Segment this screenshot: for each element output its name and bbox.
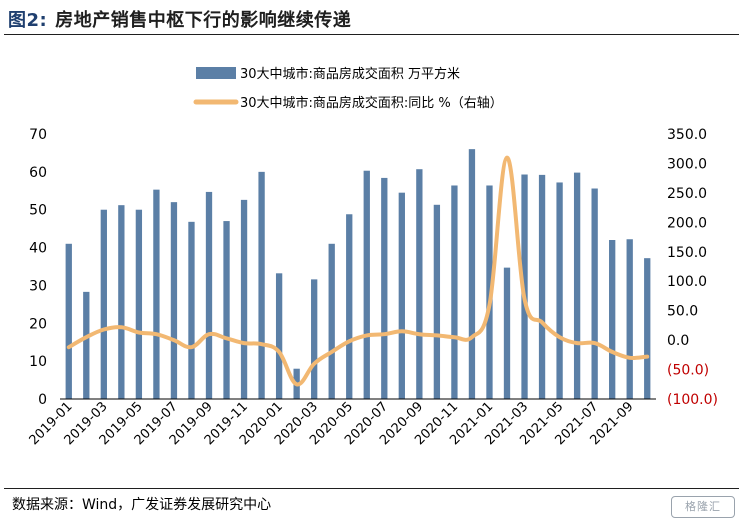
y-right-tick-label: (50.0) bbox=[667, 363, 709, 379]
y-left-tick-label: 20 bbox=[29, 316, 47, 332]
bar bbox=[311, 279, 318, 399]
bar bbox=[398, 192, 405, 399]
y-right-tick-label: 150.0 bbox=[667, 245, 707, 261]
chart: 30大中城市:商品房成交面积 万平方米 30大中城市:商品房成交面积:同比 %（… bbox=[27, 66, 718, 448]
bottom-rule bbox=[4, 488, 739, 489]
bar bbox=[100, 209, 107, 399]
top-rule bbox=[4, 34, 739, 35]
y-right-tick-label: 300.0 bbox=[667, 156, 707, 172]
bar bbox=[153, 189, 160, 399]
bar bbox=[363, 170, 370, 399]
watermark-logo: 格隆汇 bbox=[671, 496, 735, 518]
legend-line-label: 30大中城市:商品房成交面积:同比 %（右轴） bbox=[240, 95, 503, 111]
figure-title: 图2: 房地产销售中枢下行的影响继续传递 bbox=[8, 6, 351, 32]
y-left-tick-label: 60 bbox=[29, 165, 47, 181]
y-left-tick-label: 50 bbox=[29, 203, 47, 219]
legend: 30大中城市:商品房成交面积 万平方米 30大中城市:商品房成交面积:同比 %（… bbox=[193, 66, 503, 111]
bar bbox=[346, 214, 353, 399]
y-left-tick-label: 40 bbox=[29, 241, 47, 257]
bar bbox=[381, 177, 388, 399]
bar bbox=[433, 204, 441, 399]
bar bbox=[65, 243, 72, 399]
y-right-tick-label: 250.0 bbox=[667, 186, 707, 202]
figure-title-text: 房地产销售中枢下行的影响继续传递 bbox=[55, 10, 352, 31]
bar bbox=[170, 202, 178, 399]
bar bbox=[118, 205, 125, 399]
bar bbox=[626, 239, 633, 399]
bar bbox=[188, 221, 195, 399]
figure-number: 图2: bbox=[8, 10, 48, 31]
bar bbox=[275, 273, 283, 399]
y-right-tick-label: 200.0 bbox=[667, 215, 707, 231]
yoy-line bbox=[66, 155, 650, 387]
y-right-axis: (100.0) (50.0) 0.0 50.0 100.0 150.0 200.0 250.0… bbox=[667, 127, 718, 408]
legend-bar-swatch bbox=[196, 67, 236, 79]
bar-series bbox=[65, 149, 651, 399]
source-note: 数据来源：Wind，广发证券发展研究中心 bbox=[12, 497, 272, 513]
bar bbox=[644, 258, 651, 399]
bar bbox=[83, 291, 90, 399]
bar bbox=[468, 149, 476, 399]
y-left-tick-label: 30 bbox=[29, 278, 47, 294]
y-left-tick-label: 10 bbox=[29, 354, 47, 370]
bar bbox=[328, 243, 335, 399]
bar bbox=[205, 191, 213, 399]
bar bbox=[573, 172, 581, 399]
y-right-tick-label: 100.0 bbox=[667, 274, 707, 290]
y-right-tick-label: 0.0 bbox=[667, 333, 689, 349]
bar bbox=[503, 267, 511, 399]
x-axis: 2019-012019-032019-052019-072019-092019-… bbox=[27, 399, 637, 448]
y-right-tick-label: 50.0 bbox=[667, 304, 698, 320]
bar bbox=[609, 240, 616, 399]
bar bbox=[135, 209, 143, 399]
bar bbox=[451, 185, 458, 399]
bar bbox=[223, 221, 230, 399]
y-left-axis: 0 10 20 30 40 50 60 70 bbox=[29, 127, 47, 408]
bar bbox=[258, 171, 265, 399]
watermark-text: 格隆汇 bbox=[685, 500, 721, 513]
bar bbox=[538, 174, 546, 399]
y-left-tick-label: 0 bbox=[38, 392, 47, 408]
bar bbox=[556, 182, 563, 399]
bar bbox=[591, 188, 598, 399]
bar bbox=[416, 169, 423, 399]
bar bbox=[240, 199, 248, 399]
y-right-tick-label: 350.0 bbox=[667, 127, 707, 143]
y-right-tick-label: (100.0) bbox=[667, 392, 718, 408]
line-series bbox=[66, 155, 650, 387]
y-left-tick-label: 70 bbox=[29, 127, 47, 143]
legend-bar-label: 30大中城市:商品房成交面积 万平方米 bbox=[240, 66, 460, 82]
